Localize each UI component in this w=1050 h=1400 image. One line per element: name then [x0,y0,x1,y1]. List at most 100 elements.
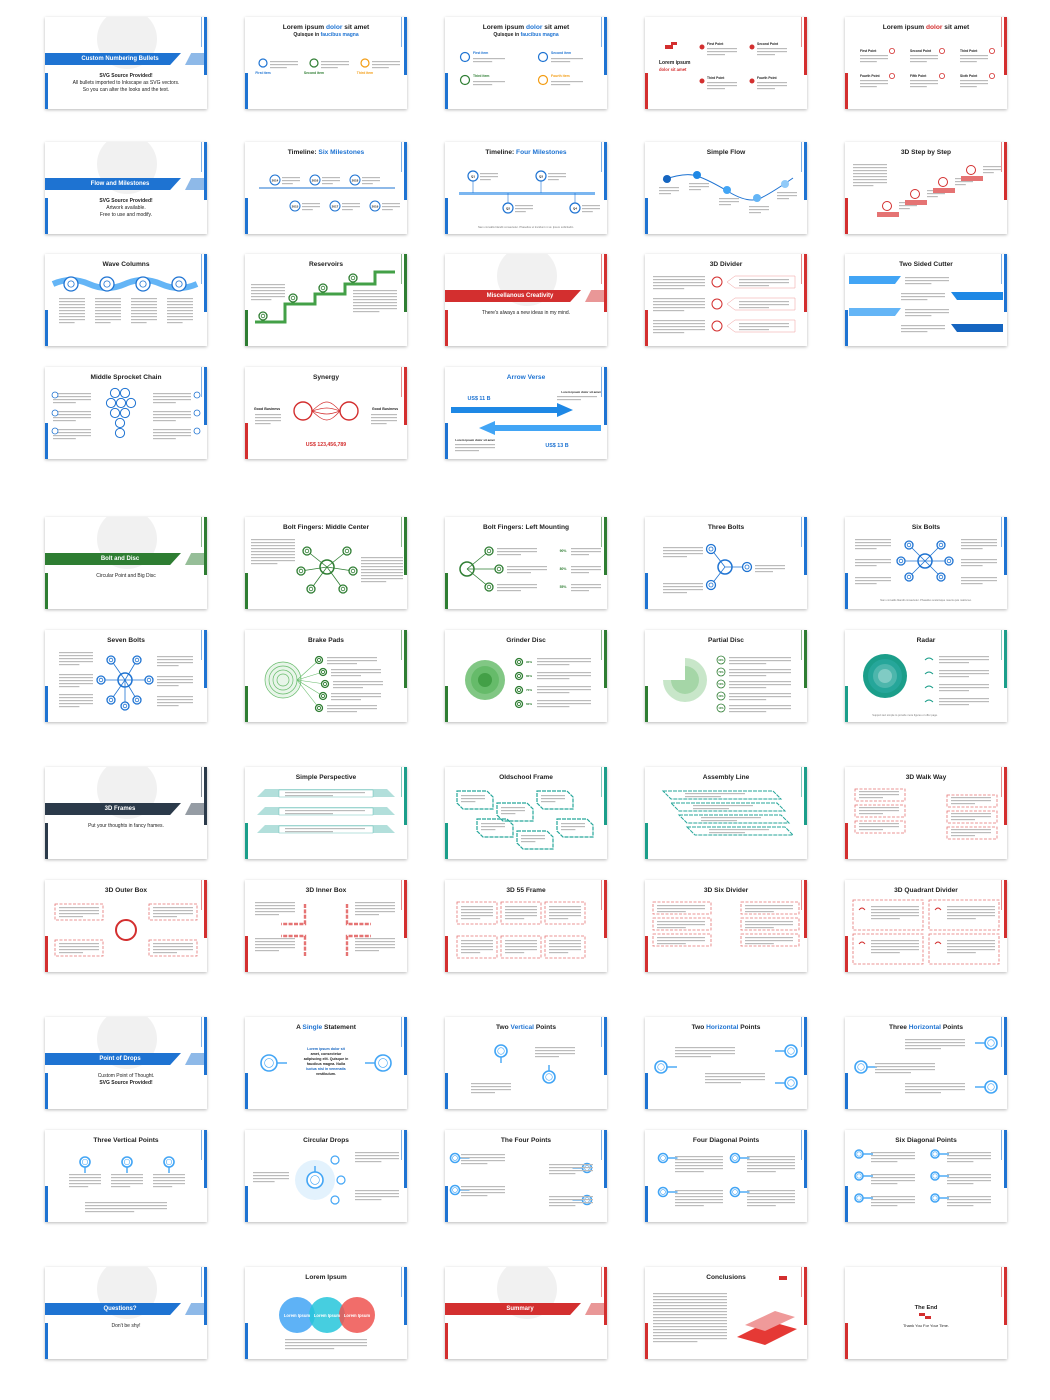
slide-thumbnail[interactable]: Simple Perspective [245,767,407,859]
drop-pin-icon [657,1186,678,1198]
slide-label: adipiscing elit. Quisque in [304,1057,349,1061]
body-text-line [157,679,193,681]
slide-thumbnail[interactable]: Seven Bolts [45,630,207,722]
body-text-line [961,580,997,582]
slide-thumbnail[interactable]: 3D Divider [645,254,807,346]
slide-edge-accent [204,1267,207,1325]
slide-thumbnail[interactable]: Wave Columns [45,254,207,346]
slide-thumbnail[interactable]: Questions? Don't be shy! [45,1267,207,1359]
slide-edge-accent [200,367,202,397]
slide-thumbnail[interactable]: Reservoirs [245,254,407,346]
reservoir-pipe [255,270,395,324]
slide-edge-accent [200,1017,202,1047]
body-text-line [95,301,121,303]
slide-thumbnail[interactable]: Bolt Fingers: Left Mounting 90% 80% 55% [445,517,607,609]
slide-thumbnail[interactable]: 3D Frames Put your thoughts in fancy fram… [45,767,207,859]
slide-thumbnail[interactable]: Six Bolts Nam convallis blandit consectet… [845,517,1007,609]
slide-title: Synergy [245,374,407,381]
body-text-line [875,1069,935,1071]
slide-thumbnail[interactable]: Three Horizontal Points [845,1017,1007,1109]
slide-thumbnail[interactable]: Timeline: Six Milestones 2014 2015 2016 2017… [245,142,407,234]
body-text-line [675,1165,723,1167]
body-text-line [253,1172,289,1174]
slide-thumbnail[interactable]: Custom Numbering Bullets SVG Source Provi… [45,17,207,109]
slide-thumbnail[interactable]: Partial Disc 90% 70% 50% 30% 10% [645,630,807,722]
slide-thumbnail[interactable]: 3D Step by Step [845,142,1007,234]
slide-thumbnail[interactable]: Bolt Fingers: Middle Center [245,517,407,609]
slide-thumbnail[interactable]: Two Vertical Points [445,1017,607,1109]
slide-title: Lorem ipsum dolor sit amet [445,24,607,31]
bolt-inner-icon [98,677,104,683]
slide-thumbnail[interactable]: Brake Pads [245,630,407,722]
slide-thumbnail[interactable]: Conclusions [645,1267,807,1359]
slide-edge-accent [845,1073,848,1109]
body-text-line [53,417,91,419]
bolt-inner-icon [304,548,310,554]
slide-thumbnail[interactable]: Six Diagonal Points [845,1130,1007,1222]
body-text-line [153,943,193,945]
slide-thumbnail[interactable]: 3D 55 Frame [445,880,607,972]
slide-thumbnail[interactable]: The Four Points [445,1130,607,1222]
slide-thumbnail[interactable]: Arrow Verse US$ 11 B US$ 13 B Lorem ipsum d… [445,367,607,459]
slide-thumbnail[interactable]: Lorem Ipsum Lorem Ipsum Lorem Ipsum Lorem I… [245,1267,407,1359]
slide-thumbnail[interactable]: Point of Drops Custom Point of Thought. SV… [45,1017,207,1109]
slide-thumbnail[interactable]: Bolt and Disc Circular Point and Big Disc [45,517,207,609]
body-text-line [285,813,333,815]
slide-thumbnail[interactable]: Lorem ipsum dolor sit amet First Point Sec… [845,17,1007,109]
slide-title: Assembly Line [645,774,807,781]
body-text-line [537,672,591,674]
slide-thumbnail[interactable]: 3D Inner Box [245,880,407,972]
slide-edge-accent [845,573,848,609]
slide-edge-accent [245,1323,248,1359]
slide-edge-accent [45,198,48,234]
body-text-line [871,1161,898,1163]
body-text-line [471,1092,495,1094]
slide-thumbnail[interactable]: Flow and Milestones SVG Source Provided! A… [45,142,207,234]
slide-thumbnail[interactable]: 3D Quadrant Divider [845,880,1007,972]
body-text-line [157,665,179,667]
slide-thumbnail[interactable]: 3D Outer Box [45,880,207,972]
body-text-line [659,187,679,189]
slide-thumbnail[interactable]: Two Sided Cutter [845,254,1007,346]
slide-thumbnail[interactable]: Lorem ipsum dolor sit amet Quisque in fau… [445,17,607,109]
slide-thumbnail[interactable]: Two Horizontal Points [645,1017,807,1109]
slide-thumbnail[interactable]: Lorem ipsum dolor sit amet First Point Seco… [645,17,807,109]
body-text-line [342,209,353,211]
synergy-right-icon [339,401,359,421]
slide-thumbnail[interactable]: Synergy Good Business Good Business US$ 123… [245,367,407,459]
slide-thumbnail[interactable]: Oldschool Frame [445,767,607,859]
slide-thumbnail[interactable]: Simple Flow [645,142,807,234]
slide-edge-accent [200,17,202,47]
slide-thumbnail[interactable]: Radar Support text simple to provide more… [845,630,1007,722]
slide-thumbnail[interactable]: Lorem ipsum dolor sit amet Quisque in fau… [245,17,407,109]
sprocket-icon [115,397,127,409]
slide-thumbnail[interactable]: 3D Walk Way [845,767,1007,859]
slide-thumbnail[interactable]: A Single Statement Lorem ipsum dolor sit a… [245,1017,407,1109]
body-text-line [131,307,157,309]
slide-title: 3D Six Divider [645,887,807,894]
slide-edge-accent [45,823,48,859]
slide-thumbnail[interactable]: Grinder Disc 90% 80% 70% 60% [445,630,607,722]
slide-thumbnail[interactable]: Three Vertical Points [45,1130,207,1222]
body-text-line [905,1048,941,1050]
slide-edge-accent [804,17,807,75]
body-text-line [331,672,381,674]
slide-edge-accent [845,310,848,346]
slide-edge-accent [45,1323,48,1359]
slide-thumbnail[interactable]: 3D Six Divider [645,880,807,972]
slide-thumbnail[interactable]: Three Bolts [645,517,807,609]
body-text-line [270,64,298,66]
slide-thumbnail[interactable]: Middle Sprocket Chain [45,367,207,459]
slide-graphic [54,903,198,957]
slide-thumbnail[interactable]: Miscellanous Creativity There's always a … [445,254,607,346]
slide-thumbnail[interactable]: Assembly Line [645,767,807,859]
slide-thumbnail[interactable]: The End Thank You For Your Time. [845,1267,1007,1359]
section-line: Custom Point of Thought. [97,1073,155,1079]
body-text-line [95,322,111,324]
slide-thumbnail[interactable]: Four Diagonal Points [645,1130,807,1222]
slide-thumbnail[interactable]: Circular Drops [245,1130,407,1222]
slide-thumbnail[interactable]: Summary [445,1267,607,1359]
bolt-icon [896,556,906,566]
slide-thumbnail[interactable]: Timeline: Four Milestones Q1 Q2 Q3 Q4 Nam con… [445,142,607,234]
body-text-line [901,328,945,330]
